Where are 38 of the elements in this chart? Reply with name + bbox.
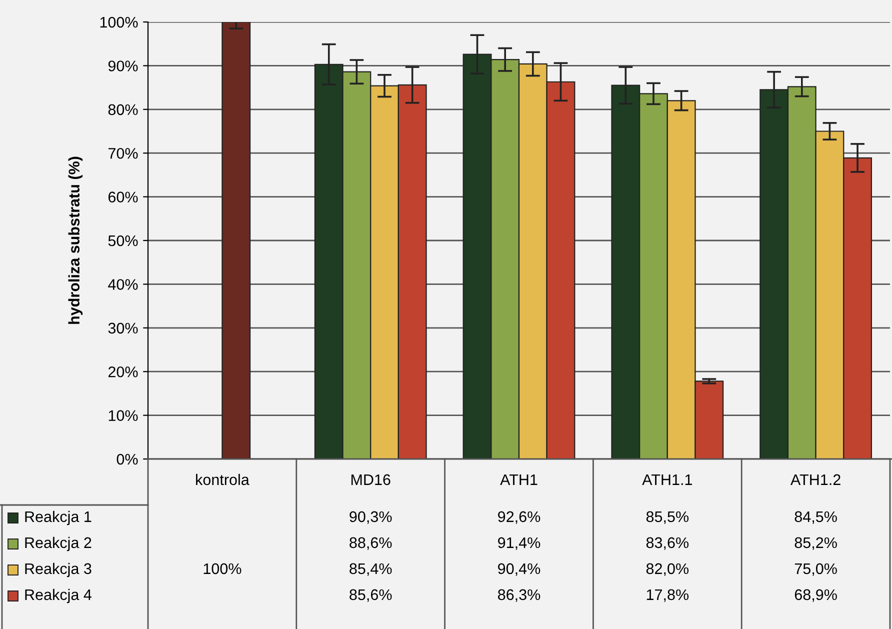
x-tick-label: ATH1.2 bbox=[790, 474, 840, 485]
y-tick-label: 40% bbox=[108, 279, 138, 290]
legend-label: Reakcja 4 bbox=[25, 588, 92, 604]
data-label: 68,9% bbox=[794, 589, 837, 602]
y-axis-title: hydroliza substratu (%) bbox=[68, 156, 83, 324]
data-label: 88,6% bbox=[350, 537, 392, 550]
y-tick-label: 10% bbox=[108, 410, 138, 421]
legend-label: Reakcja 2 bbox=[25, 536, 92, 552]
x-tick-label: ATH1.1 bbox=[642, 474, 692, 485]
data-label: 90,4% bbox=[498, 563, 540, 576]
data-label: 75,0% bbox=[794, 563, 837, 576]
y-tick-label: 0% bbox=[116, 454, 138, 465]
y-tick-label: 80% bbox=[108, 104, 138, 116]
data-label: 85,4% bbox=[350, 563, 392, 576]
y-tick-label: 50% bbox=[108, 235, 138, 246]
data-label: 85,6% bbox=[350, 589, 392, 602]
legend-label: Reakcja 3 bbox=[25, 562, 92, 578]
x-tick-label: MD16 bbox=[351, 474, 390, 486]
data-label: 91,4% bbox=[498, 537, 540, 550]
data-label: 86,3% bbox=[498, 589, 540, 602]
data-label: 85,5% bbox=[646, 511, 689, 524]
data-label: 82,0% bbox=[646, 563, 689, 576]
data-label: 90,3% bbox=[350, 511, 392, 524]
data-label: 17,8% bbox=[646, 589, 689, 602]
data-label: 100% bbox=[204, 563, 242, 574]
x-tick-label: ATH1 bbox=[500, 474, 538, 485]
y-tick-label: 30% bbox=[108, 322, 138, 334]
x-tick-label: kontrola bbox=[196, 474, 250, 486]
y-tick-label: 100% bbox=[100, 16, 138, 28]
y-tick-label: 20% bbox=[108, 366, 138, 378]
y-tick-label: 60% bbox=[108, 192, 138, 202]
data-label: 92,6% bbox=[498, 511, 540, 524]
data-label: 83,6% bbox=[646, 537, 689, 550]
legend-label: Reakcja 1 bbox=[25, 510, 92, 526]
y-tick-label: 90% bbox=[108, 60, 138, 72]
y-tick-label: 70% bbox=[108, 148, 138, 159]
data-label: 84,5% bbox=[794, 511, 837, 524]
data-label: 85,2% bbox=[794, 537, 837, 550]
